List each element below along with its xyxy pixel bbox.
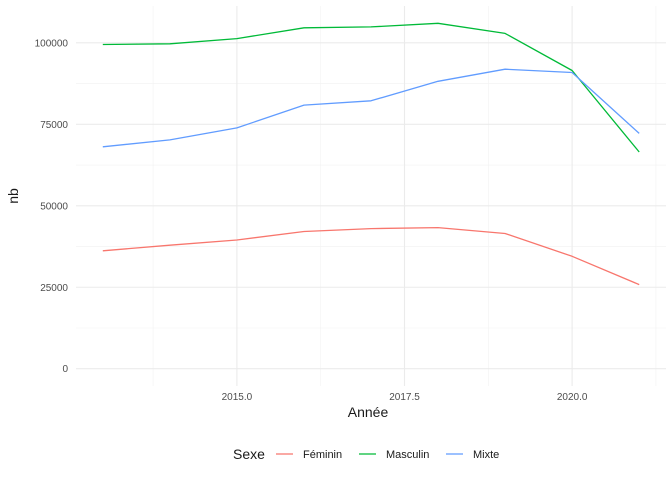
- grid: [76, 6, 666, 386]
- x-tick-label: 2020.0: [557, 392, 588, 403]
- legend-label: Féminin: [303, 449, 342, 461]
- x-tick-label: 2015.0: [222, 392, 253, 403]
- x-axis-title: Année: [348, 404, 389, 420]
- series-line-1: [102, 22, 640, 153]
- y-axis-title: nb: [5, 188, 21, 204]
- series-line-2: [102, 68, 640, 148]
- y-tick-label: 50000: [40, 201, 68, 212]
- x-tick-label: 2017.5: [389, 392, 420, 403]
- legend-label: Masculin: [386, 449, 429, 461]
- y-tick-label: 0: [62, 364, 68, 375]
- y-tick-label: 75000: [40, 120, 68, 131]
- series-lines: [102, 22, 640, 286]
- y-axis-ticks: 0 25000 50000 75000 100000: [35, 38, 69, 375]
- x-axis-ticks: 2015.0 2017.5 2020.0: [222, 392, 588, 403]
- legend-title: Sexe: [233, 446, 265, 462]
- y-tick-label: 25000: [40, 283, 68, 294]
- legend-label: Mixte: [473, 449, 499, 461]
- y-tick-label: 100000: [35, 38, 69, 49]
- legend: Sexe Féminin Masculin Mixte: [233, 446, 499, 462]
- series-line-0: [102, 226, 640, 286]
